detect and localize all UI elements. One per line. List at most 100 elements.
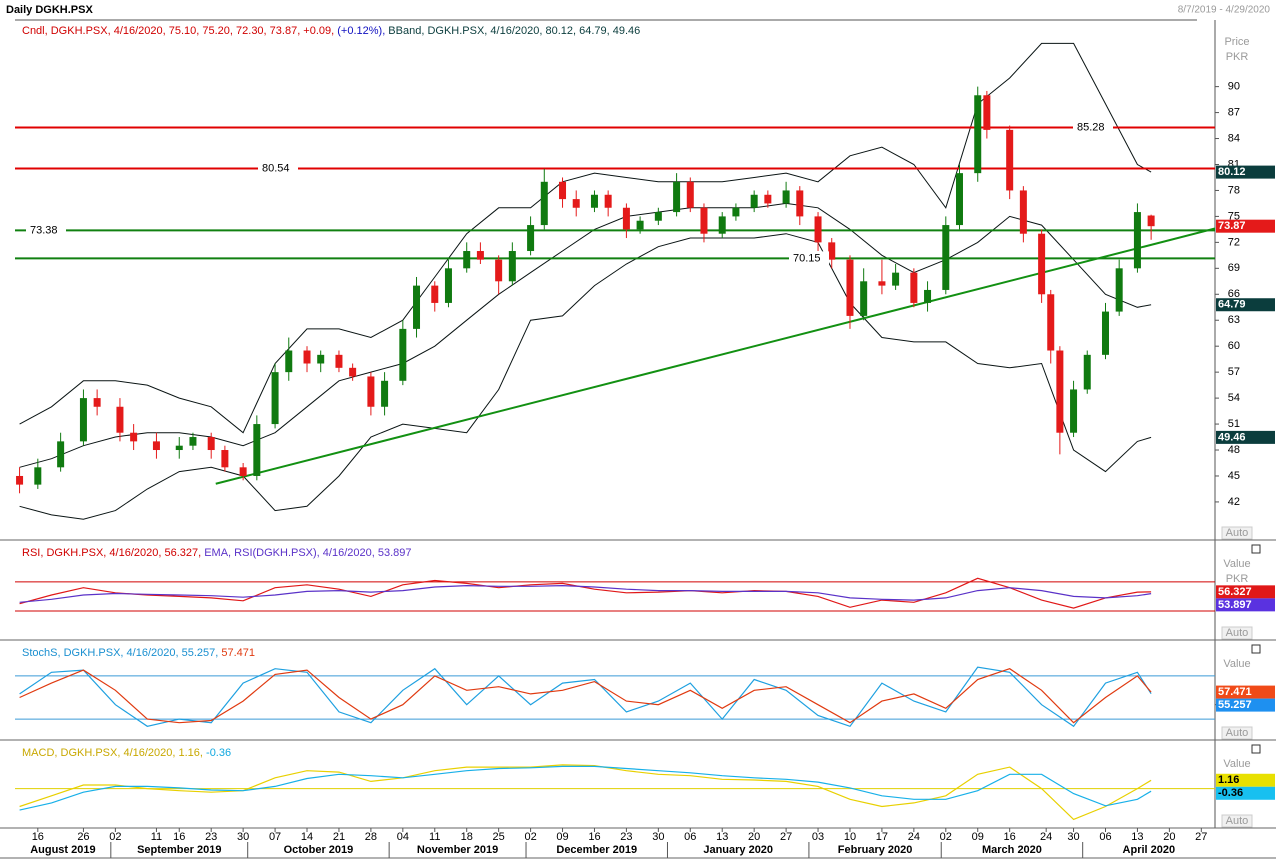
candle-body	[974, 95, 982, 174]
x-tick-label: 21	[333, 831, 345, 843]
candle-body	[924, 289, 932, 303]
candle-body	[910, 272, 918, 303]
legend-entry: 57.471	[221, 647, 255, 659]
x-tick-label: 13	[1131, 831, 1143, 843]
y-tick-label: 60	[1228, 340, 1240, 352]
x-tick-label: 24	[908, 831, 920, 843]
legend: StochS, DGKH.PSX, 4/16/2020, 55.257, 57.…	[22, 647, 255, 659]
candle-body	[116, 406, 124, 433]
candle-body	[892, 272, 900, 286]
month-label: February 2020	[838, 844, 913, 856]
candle-body	[349, 367, 357, 377]
legend-entry: BBand, DGKH.PSX, 4/16/2020, 80.12, 64.79…	[385, 25, 640, 37]
x-tick-label: 25	[493, 831, 505, 843]
x-tick-label: 20	[1163, 831, 1175, 843]
legend: RSI, DGKH.PSX, 4/16/2020, 56.327, EMA, R…	[22, 547, 411, 559]
value-box	[1216, 430, 1275, 444]
x-tick-label: 16	[1004, 831, 1016, 843]
level-label-bg	[26, 223, 66, 238]
date-range: 8/7/2019 - 4/29/2020	[1178, 5, 1271, 16]
legend: Cndl, DGKH.PSX, 4/16/2020, 75.10, 75.20,…	[22, 25, 640, 37]
y-tick-label: 51	[1228, 418, 1240, 430]
y-tick-label: 66	[1228, 288, 1240, 300]
auto-label: Auto	[1226, 527, 1249, 539]
level-label: 80.54	[262, 162, 290, 174]
candle-body	[57, 441, 65, 468]
x-tick-label: 10	[844, 831, 856, 843]
candle-body	[654, 212, 662, 221]
candle-body	[444, 268, 452, 303]
candle-body	[381, 380, 389, 407]
auto-label: Auto	[1226, 627, 1249, 639]
candle-body	[860, 281, 868, 316]
x-tick-label: 28	[365, 831, 377, 843]
candle-body	[130, 432, 138, 442]
month-label: August 2019	[30, 844, 95, 856]
level-label: 73.38	[30, 224, 58, 236]
x-tick-label: 09	[972, 831, 984, 843]
level-label-bg	[789, 251, 829, 266]
x-tick-label: 06	[684, 831, 696, 843]
indicator-line	[19, 764, 1152, 821]
candle-body	[1047, 294, 1055, 351]
y-tick-label: 42	[1228, 496, 1240, 508]
y-axis-label: Value	[1223, 558, 1250, 570]
x-tick-label: 18	[461, 831, 473, 843]
candle-body	[413, 285, 421, 329]
candle-body	[732, 207, 740, 217]
candle-body	[207, 437, 215, 451]
candle-body	[175, 445, 183, 451]
candle-body	[718, 216, 726, 234]
x-tick-label: 07	[269, 831, 281, 843]
value-box-label: 80.12	[1218, 166, 1246, 178]
y-tick-label: 84	[1228, 132, 1240, 144]
candle-body	[1133, 212, 1141, 269]
level-label-bg	[258, 161, 298, 176]
indicator-line	[19, 668, 1152, 724]
candle-body	[1147, 215, 1155, 227]
candle-body	[673, 181, 681, 213]
month-label: October 2019	[284, 844, 354, 856]
x-tick-label: 02	[940, 831, 952, 843]
x-tick-label: 03	[812, 831, 824, 843]
y-axis-label: PKR	[1226, 51, 1249, 63]
candle-body	[152, 441, 160, 451]
x-tick-label: 30	[237, 831, 249, 843]
month-label: November 2019	[417, 844, 498, 856]
x-tick-label: 23	[205, 831, 217, 843]
month-label: September 2019	[137, 844, 221, 856]
x-tick-label: 13	[716, 831, 728, 843]
indicator-line	[19, 577, 1152, 609]
level-label: 70.15	[793, 252, 821, 264]
value-box	[1216, 165, 1275, 179]
candle-body	[79, 398, 87, 442]
candle-body	[463, 251, 471, 269]
value-box-label: 57.471	[1218, 686, 1252, 698]
band-line	[19, 233, 1152, 520]
level-label: 85.28	[1077, 121, 1105, 133]
candle-body	[16, 475, 24, 485]
value-box-label: 56.327	[1218, 586, 1252, 598]
indicator-line	[19, 765, 1152, 811]
month-label: December 2019	[556, 844, 637, 856]
auto-label: Auto	[1226, 815, 1249, 827]
candle-body	[189, 437, 197, 446]
plot	[15, 577, 1215, 612]
candle-body	[942, 225, 950, 290]
x-tick-label: 27	[780, 831, 792, 843]
x-tick-label: 02	[524, 831, 536, 843]
candle-body	[750, 194, 758, 208]
legend-entry: StochS, DGKH.PSX, 4/16/2020, 55.257,	[22, 647, 221, 659]
candle-body	[1115, 268, 1123, 312]
value-box	[1216, 598, 1275, 612]
legend-entry: RSI, DGKH.PSX, 4/16/2020, 56.327,	[22, 547, 204, 559]
candle-body	[271, 372, 279, 425]
value-box	[1216, 773, 1275, 787]
x-tick-label: 14	[301, 831, 313, 843]
x-tick-label: 09	[556, 831, 568, 843]
x-tick-label: 06	[1099, 831, 1111, 843]
trend-line	[215, 227, 1215, 485]
candle-body	[540, 181, 548, 226]
candle-body	[221, 450, 229, 468]
value-box-label: 49.46	[1218, 431, 1246, 443]
